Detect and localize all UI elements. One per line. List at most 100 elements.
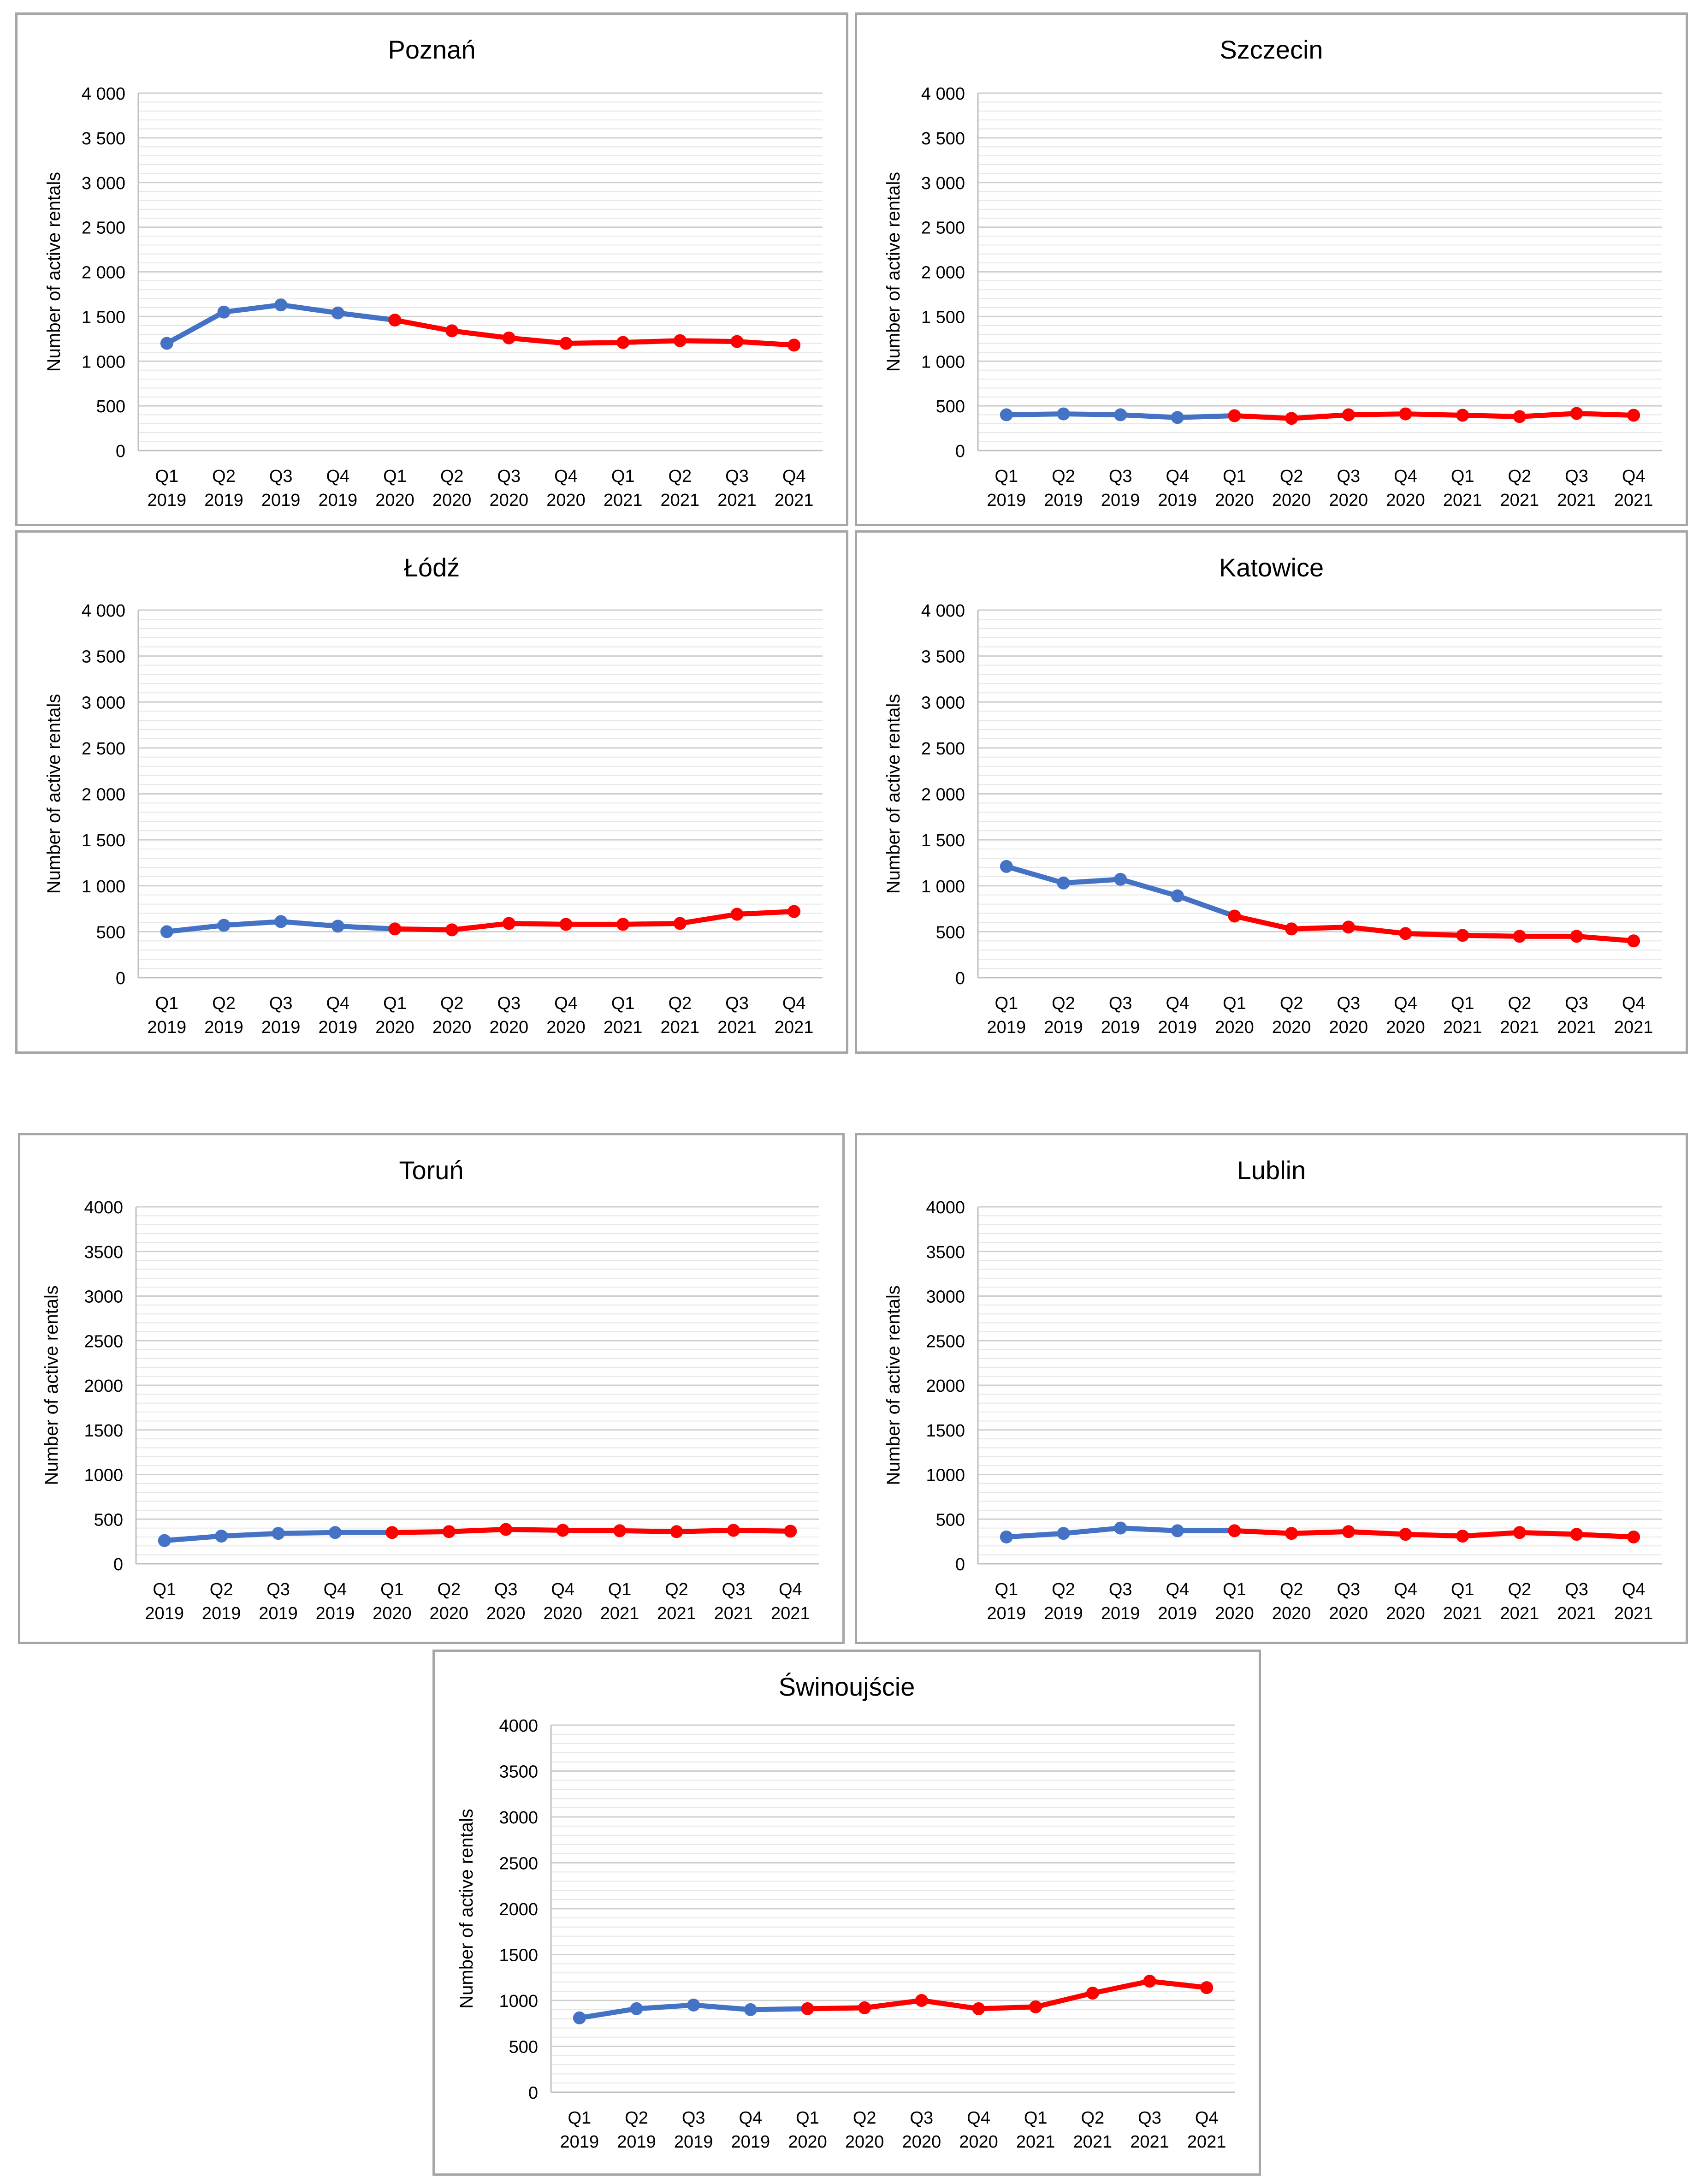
y-tick-label: 1 500: [82, 831, 125, 850]
x-tick-label-year: 2021: [1500, 491, 1539, 510]
x-tick-label-quarter: Q2: [1508, 994, 1531, 1013]
data-point-lodz-7: [502, 917, 515, 930]
data-point-torun-12: [784, 1525, 797, 1538]
data-point-katowice-12: [1627, 934, 1640, 948]
y-tick-label: 4 000: [82, 84, 125, 104]
data-point-lublin-1: [1000, 1530, 1013, 1543]
data-point-torun-8: [556, 1524, 569, 1537]
data-point-lodz-12: [787, 905, 801, 918]
y-tick-label: 1 000: [921, 877, 965, 896]
x-tick-label-quarter: Q3: [1337, 467, 1360, 486]
data-point-katowice-10: [1513, 930, 1526, 943]
data-point-szczecin-8: [1399, 407, 1412, 421]
chart-panel-katowice: Katowice 0 500 1 000 1 500 2 000 2 500 3 000 3 5…: [855, 530, 1688, 1054]
x-tick-label-year: 2020: [543, 1604, 582, 1623]
data-point-torun-11: [727, 1524, 740, 1537]
data-point-szczecin-10: [1513, 410, 1526, 423]
x-tick-label-quarter: Q1: [1223, 1580, 1246, 1599]
x-tick-label-year: 2021: [1016, 2132, 1055, 2152]
x-tick-label-quarter: Q2: [668, 994, 692, 1013]
x-tick-label-quarter: Q3: [1109, 1580, 1132, 1599]
x-tick-label-year: 2021: [771, 1604, 810, 1623]
x-tick-label-quarter: Q4: [1394, 467, 1417, 486]
y-tick-label: 3 500: [921, 647, 965, 667]
x-tick-label-year: 2019: [319, 1018, 358, 1037]
x-tick-label-quarter: Q2: [212, 994, 236, 1013]
data-point-swinoujscie-11: [1143, 1975, 1156, 1988]
data-point-lublin-11: [1570, 1528, 1583, 1541]
y-tick-label: 1500: [84, 1421, 123, 1441]
data-point-swinoujscie-7: [915, 1994, 928, 2007]
x-tick-label-quarter: Q4: [326, 994, 349, 1013]
x-tick-label-quarter: Q2: [668, 467, 692, 486]
x-tick-label-year: 2019: [261, 1018, 301, 1037]
x-tick-label-year: 2019: [204, 491, 243, 510]
y-tick-label: 2 000: [82, 263, 125, 283]
x-tick-label-year: 2021: [1557, 1604, 1596, 1623]
data-point-lublin-8: [1399, 1528, 1412, 1541]
x-tick-label-quarter: Q4: [967, 2108, 990, 2128]
y-tick-label: 3 000: [921, 174, 965, 193]
x-tick-label-quarter: Q2: [665, 1580, 688, 1599]
x-tick-label-year: 2021: [1187, 2132, 1226, 2152]
x-tick-label-year: 2021: [1614, 491, 1653, 510]
x-tick-label-quarter: Q4: [739, 2108, 762, 2128]
y-tick-label: 2 500: [921, 739, 965, 759]
x-tick-label-year: 2020: [1329, 1604, 1368, 1623]
y-axis-label: Number of active rentals: [41, 1285, 62, 1485]
data-point-lublin-7: [1342, 1525, 1355, 1538]
y-tick-label: 2500: [926, 1332, 965, 1351]
x-tick-label-quarter: Q4: [782, 467, 806, 486]
chart-title: Toruń: [399, 1156, 463, 1185]
series-line-2020-2021: [389, 1527, 793, 1535]
x-tick-label-year: 2020: [1215, 1604, 1254, 1623]
x-tick-label-quarter: Q2: [212, 467, 236, 486]
x-tick-label-quarter: Q1: [1451, 1580, 1474, 1599]
data-point-szczecin-7: [1342, 408, 1355, 421]
data-point-szczecin-1: [1000, 408, 1013, 421]
data-point-katowice-6: [1285, 922, 1298, 936]
x-tick-label-year: 2020: [546, 491, 586, 510]
y-tick-label: 500: [96, 923, 125, 942]
y-tick-label: 500: [936, 923, 965, 942]
y-tick-label: 1 000: [82, 352, 125, 372]
x-tick-label-year: 2020: [1329, 1018, 1368, 1037]
y-tick-label: 3 500: [921, 129, 965, 148]
data-point-poznan-9: [616, 336, 630, 349]
data-point-lodz-6: [445, 923, 459, 937]
x-tick-label-year: 2020: [430, 1604, 469, 1623]
chart-title: Świnoujście: [779, 1672, 915, 1701]
x-tick-label-year: 2021: [775, 491, 814, 510]
x-tick-label-year: 2021: [1130, 2132, 1169, 2152]
x-tick-label-quarter: Q4: [1195, 2108, 1219, 2128]
y-tick-label: 500: [936, 1510, 965, 1530]
data-point-torun-3: [272, 1527, 285, 1540]
x-tick-label-quarter: Q3: [269, 994, 293, 1013]
y-tick-label: 2000: [499, 1900, 538, 1919]
x-tick-label-year: 2019: [148, 1018, 187, 1037]
data-point-lublin-12: [1627, 1530, 1640, 1543]
x-tick-label-quarter: Q1: [1451, 994, 1474, 1013]
y-tick-label: 3500: [84, 1243, 123, 1262]
x-tick-label-quarter: Q2: [1052, 994, 1075, 1013]
data-point-lodz-8: [559, 918, 573, 931]
x-tick-label-quarter: Q3: [269, 467, 293, 486]
y-tick-label: 1 500: [921, 831, 965, 850]
x-tick-label-year: 2020: [1215, 1018, 1254, 1037]
x-tick-label-year: 2020: [1215, 491, 1254, 510]
x-tick-label-quarter: Q3: [497, 994, 521, 1013]
x-tick-label-year: 2019: [261, 491, 301, 510]
data-point-lublin-2: [1057, 1527, 1070, 1540]
x-tick-label-year: 2019: [1101, 1018, 1140, 1037]
y-tick-label: 3 000: [921, 693, 965, 712]
x-tick-label-quarter: Q1: [796, 2108, 819, 2128]
data-point-swinoujscie-9: [1029, 2000, 1042, 2013]
x-tick-label-year: 2019: [987, 1604, 1026, 1623]
x-tick-label-year: 2019: [202, 1604, 241, 1623]
data-point-poznan-12: [787, 338, 801, 352]
y-tick-label: 3 500: [82, 129, 125, 148]
data-point-poznan-5: [388, 314, 402, 327]
x-tick-label-quarter: Q2: [1508, 467, 1531, 486]
x-tick-label-year: 2020: [373, 1604, 412, 1623]
chart-svg: Katowice 0 500 1 000 1 500 2 000 2 500 3 000 3 5…: [883, 553, 1662, 1037]
